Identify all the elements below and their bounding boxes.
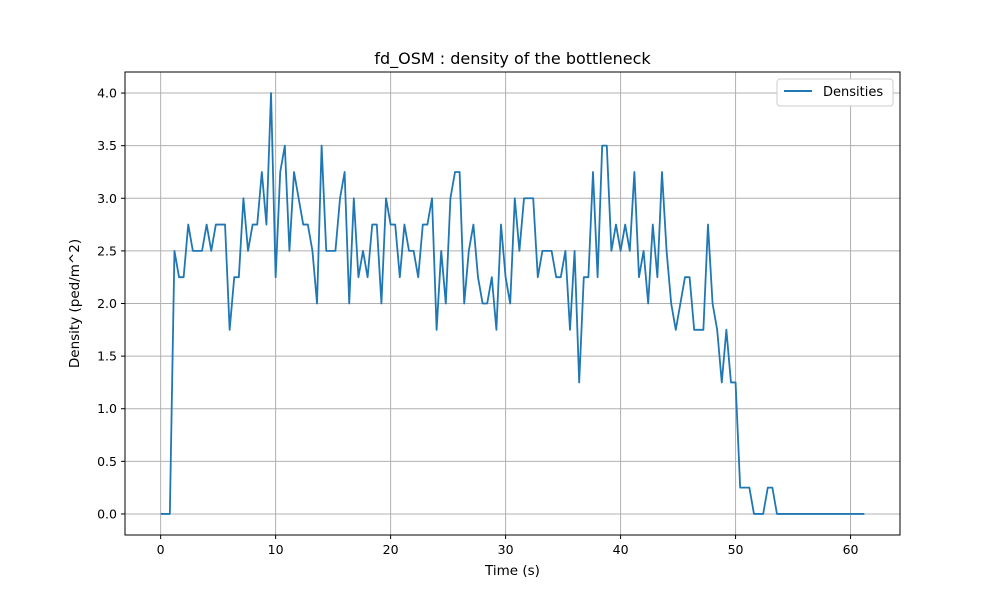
y-axis-title: Density (ped/m^2)	[67, 239, 83, 368]
grid-layer	[125, 72, 900, 535]
x-tick-label: 0	[157, 542, 165, 557]
x-tick-label: 40	[613, 542, 629, 557]
y-tick-label: 0.5	[97, 454, 117, 469]
y-tick-label: 3.5	[97, 138, 117, 153]
y-tick-label: 2.0	[97, 296, 117, 311]
legend-label-densities: Densities	[823, 85, 883, 100]
chart-title: fd_OSM : density of the bottleneck	[374, 49, 651, 69]
ticks-layer: 0 10 20 30 40 50 60 0.0 0.5 1.0 1.5 2.0 2.5 3.0 3.5 4.0	[97, 86, 858, 557]
x-tick-label: 30	[498, 542, 514, 557]
x-tick-label: 10	[268, 542, 284, 557]
x-tick-label: 20	[383, 542, 399, 557]
x-tick-label: 50	[728, 542, 744, 557]
x-tick-label: 60	[843, 542, 859, 557]
y-tick-label: 2.5	[97, 243, 117, 258]
x-axis-title: Time (s)	[484, 563, 540, 579]
y-tick-label: 4.0	[97, 86, 117, 101]
y-tick-label: 1.0	[97, 401, 117, 416]
legend-box	[776, 78, 894, 107]
y-tick-label: 3.0	[97, 191, 117, 206]
y-tick-label: 0.0	[97, 506, 117, 521]
series-layer	[160, 92, 865, 515]
series-line-densities	[160, 92, 865, 515]
y-tick-label: 1.5	[97, 349, 117, 364]
legend: Densities	[776, 78, 894, 107]
